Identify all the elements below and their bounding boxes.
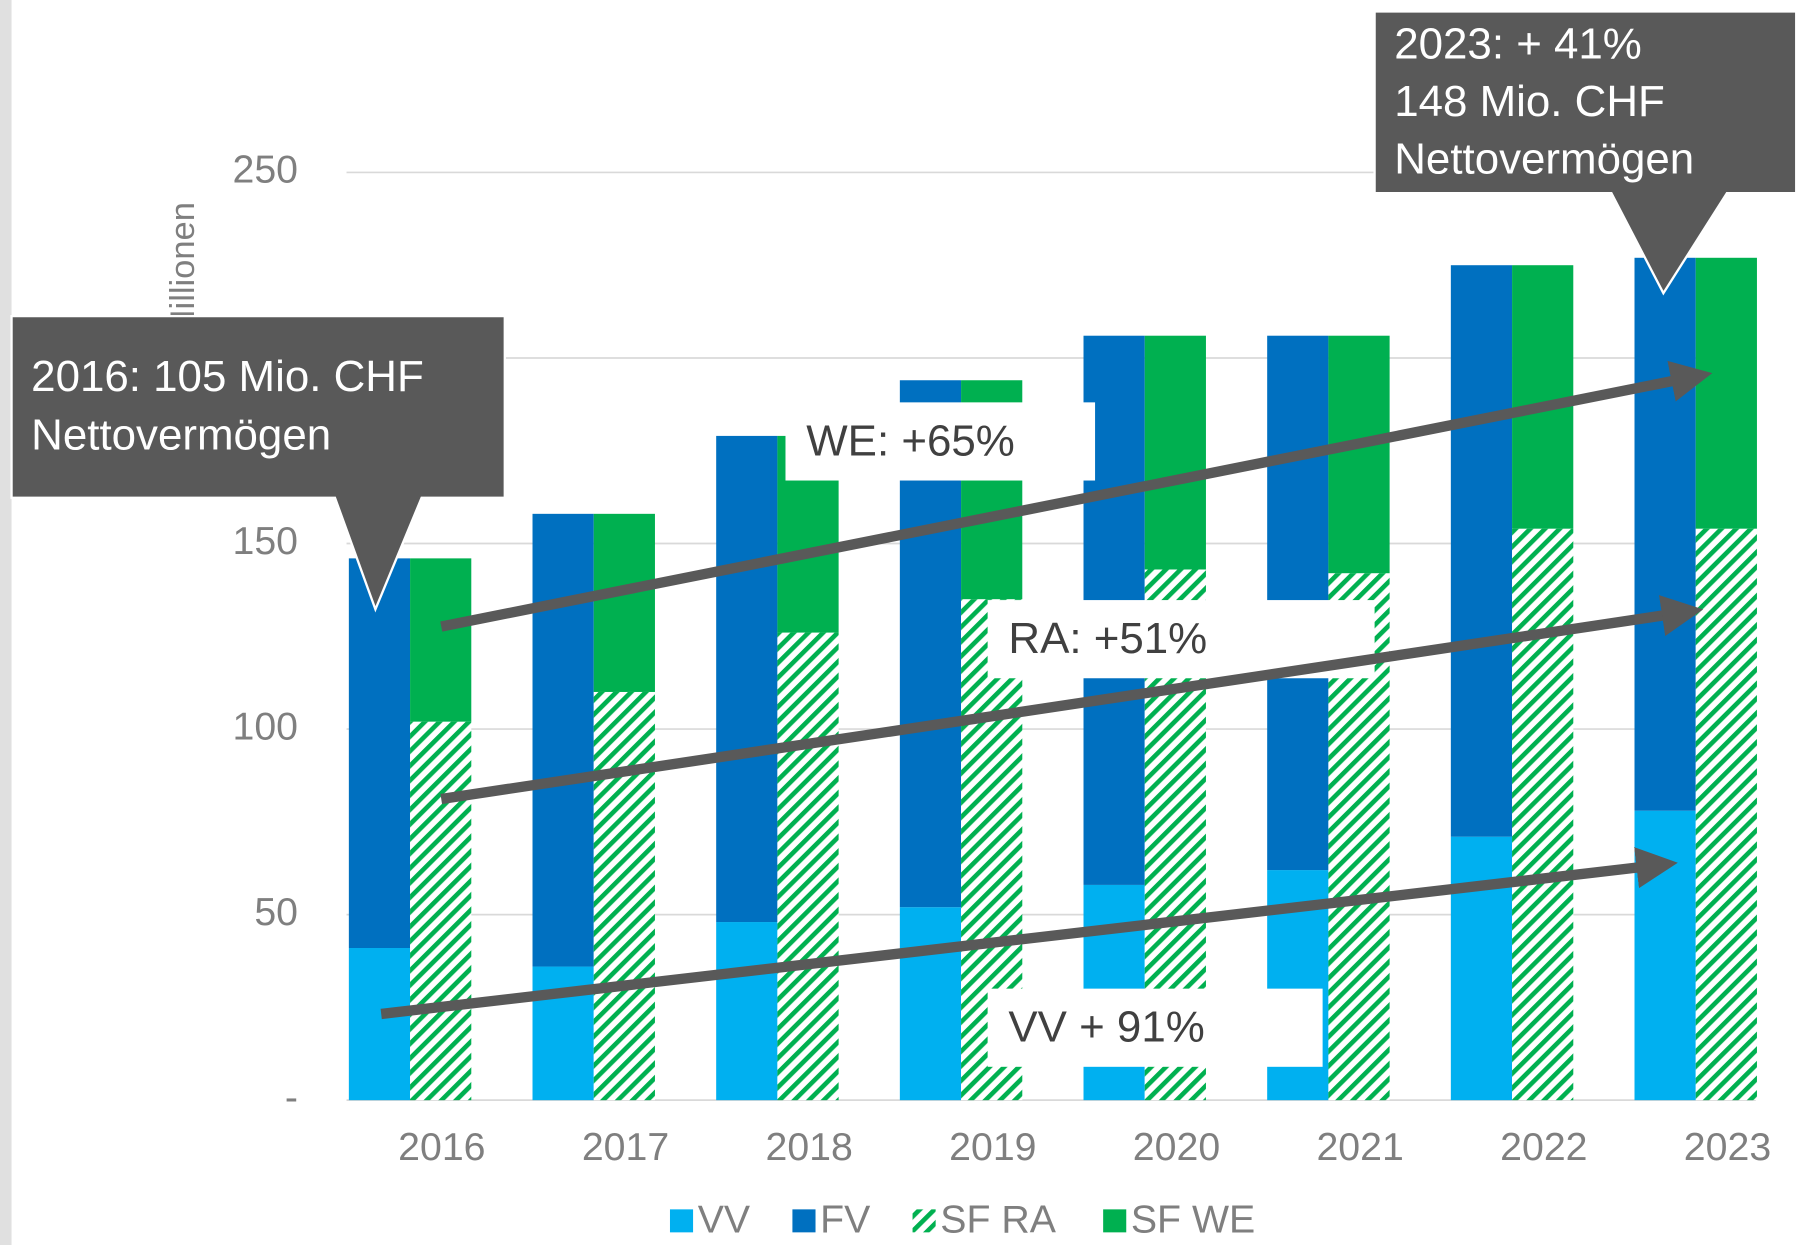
bar [410, 721, 472, 1101]
callout-text: Nettovermögen [31, 411, 331, 460]
y-tick-label: 100 [233, 705, 299, 748]
y-tick-label: 50 [254, 891, 298, 934]
x-tick-label: 2020 [1133, 1126, 1220, 1169]
bar [1512, 265, 1574, 529]
bar [348, 948, 411, 1101]
bar [593, 513, 655, 692]
bar [1144, 335, 1206, 570]
callout [1373, 10, 1798, 296]
bar [410, 558, 472, 722]
annotation-text: VV + 91% [1008, 1003, 1204, 1052]
x-tick-label: 2021 [1316, 1126, 1403, 1169]
legend-label: VV [698, 1198, 750, 1241]
annotation-box [987, 988, 1323, 1067]
bar [1450, 836, 1513, 1101]
x-tick-label: 2017 [582, 1126, 669, 1169]
annotation-box [785, 402, 1096, 481]
bar [1695, 257, 1757, 529]
trend-arrow [440, 595, 1704, 805]
callout-text: Nettovermögen [1394, 135, 1694, 184]
bar [1450, 265, 1513, 837]
bar [1634, 257, 1696, 811]
callout [10, 314, 506, 613]
annotation-text: WE: +65% [806, 416, 1014, 465]
y-tick-label: 250 [233, 149, 299, 192]
callout-text: 2023: + 41% [1394, 20, 1642, 69]
legend-swatch [792, 1209, 816, 1233]
bar [716, 922, 778, 1101]
legend-label: FV [820, 1198, 870, 1241]
x-tick-label: 2019 [949, 1126, 1036, 1169]
y-tick-label: - [285, 1077, 298, 1120]
x-tick-label: 2023 [1684, 1126, 1771, 1169]
bar [777, 632, 839, 1101]
legend-swatch [669, 1209, 694, 1233]
bar [1512, 528, 1574, 1101]
bar [348, 558, 411, 949]
legend-swatch [912, 1209, 936, 1233]
callout-text: 2016: 105 Mio. CHF [31, 352, 424, 401]
bar [899, 907, 962, 1101]
bar [716, 435, 778, 923]
bar [1695, 528, 1757, 1101]
legend-label: SF RA [940, 1198, 1057, 1241]
bar [1634, 810, 1696, 1101]
bar [1328, 335, 1390, 574]
bar [593, 691, 655, 1101]
callout-text: 148 Mio. CHF [1394, 77, 1665, 126]
legend-label: SF WE [1131, 1198, 1255, 1241]
bar [532, 513, 594, 967]
trend-arrow [380, 847, 1678, 1020]
y-tick-label: 150 [233, 520, 299, 563]
x-tick-label: 2022 [1500, 1126, 1587, 1169]
trend-arrow [440, 360, 1713, 632]
x-tick-label: 2018 [765, 1126, 852, 1169]
annotation-text: RA: +51% [1008, 614, 1207, 663]
x-tick-label: 2016 [398, 1126, 485, 1169]
legend-swatch [1103, 1209, 1127, 1233]
left-strip [0, 0, 12, 1245]
